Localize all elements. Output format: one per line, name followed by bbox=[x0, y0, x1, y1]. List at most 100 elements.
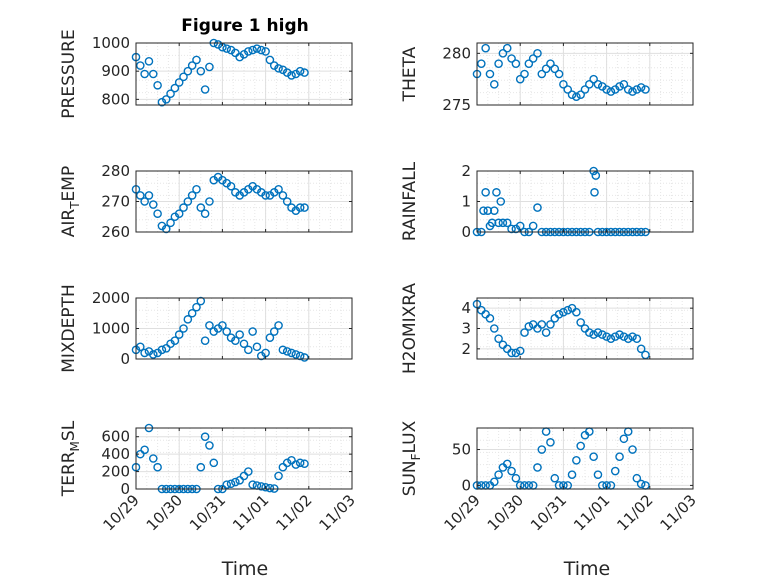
data-point bbox=[502, 218, 512, 228]
data-point bbox=[533, 49, 542, 58]
y-tick-label: 1 bbox=[461, 193, 471, 211]
data-point bbox=[494, 218, 503, 228]
data-point bbox=[226, 181, 236, 191]
data-point bbox=[524, 59, 534, 68]
data-point bbox=[511, 473, 521, 483]
data-point bbox=[502, 459, 512, 469]
x-tick-label: 10/31 bbox=[527, 491, 570, 534]
series-markers bbox=[131, 172, 309, 234]
data-point bbox=[278, 65, 288, 75]
data-point bbox=[274, 184, 283, 194]
data-point bbox=[282, 458, 292, 468]
data-point bbox=[278, 345, 288, 355]
data-point bbox=[615, 452, 624, 462]
data-point bbox=[537, 320, 547, 329]
y-tick-label: 800 bbox=[101, 90, 130, 108]
data-point bbox=[477, 59, 486, 68]
data-point bbox=[252, 342, 262, 352]
data-point bbox=[489, 80, 499, 89]
x-tick-label: 11/03 bbox=[316, 491, 359, 534]
data-point bbox=[248, 327, 257, 336]
x-axis-label-left: Time bbox=[221, 558, 269, 580]
data-point bbox=[205, 62, 214, 72]
data-point bbox=[479, 206, 488, 215]
data-point bbox=[481, 188, 490, 197]
data-point bbox=[174, 78, 184, 87]
data-point bbox=[265, 483, 275, 493]
data-point bbox=[196, 203, 206, 212]
data-point bbox=[205, 321, 214, 330]
data-point bbox=[140, 348, 149, 358]
data-point bbox=[572, 307, 581, 317]
data-point bbox=[248, 480, 257, 489]
data-point bbox=[520, 328, 529, 337]
data-point bbox=[140, 445, 149, 455]
data-point bbox=[546, 59, 555, 68]
data-point bbox=[563, 305, 573, 315]
x-tick-label: 11/02 bbox=[613, 491, 656, 534]
axes-box bbox=[476, 427, 694, 490]
data-point bbox=[140, 69, 149, 79]
data-point bbox=[559, 307, 568, 317]
data-point bbox=[166, 218, 175, 228]
data-point bbox=[231, 336, 240, 346]
data-point bbox=[498, 218, 508, 228]
data-point bbox=[148, 454, 158, 463]
data-point bbox=[541, 328, 551, 337]
y-tick-label: 2000 bbox=[92, 289, 130, 307]
data-point bbox=[278, 191, 288, 200]
data-point bbox=[520, 69, 529, 79]
data-point bbox=[591, 171, 601, 180]
data-point bbox=[244, 345, 253, 355]
data-point bbox=[256, 482, 266, 491]
y-axis-label: AIRTEMP bbox=[59, 166, 82, 237]
y-tick-label: 2 bbox=[461, 162, 471, 180]
y-axis-label: TERRMSL bbox=[59, 420, 82, 497]
data-point bbox=[537, 445, 547, 454]
data-point bbox=[515, 74, 525, 84]
data-point bbox=[623, 334, 633, 343]
data-point bbox=[222, 480, 232, 489]
data-point bbox=[610, 466, 620, 476]
data-point bbox=[295, 351, 305, 361]
data-point bbox=[602, 85, 611, 94]
data-point bbox=[153, 462, 162, 472]
data-point bbox=[597, 330, 607, 339]
y-axis-label: H2OMIXRA bbox=[400, 283, 420, 374]
data-point bbox=[515, 346, 525, 356]
data-point bbox=[554, 309, 564, 319]
data-point bbox=[489, 324, 499, 333]
data-point bbox=[200, 209, 210, 218]
data-point bbox=[144, 57, 154, 66]
data-point bbox=[235, 475, 244, 485]
data-point bbox=[140, 197, 149, 206]
subplot-h2omixra: 2 3 4 H2OMIXRA bbox=[400, 283, 694, 374]
data-point bbox=[174, 209, 184, 218]
data-point bbox=[300, 68, 309, 77]
data-point bbox=[610, 332, 620, 341]
data-point bbox=[274, 471, 283, 481]
data-point bbox=[636, 479, 646, 489]
data-point bbox=[492, 188, 501, 197]
data-point bbox=[291, 460, 301, 469]
y-axis-label: PRESSURE bbox=[59, 29, 79, 118]
data-point bbox=[196, 462, 206, 472]
x-tick-label: 11/02 bbox=[272, 491, 315, 534]
data-point bbox=[550, 64, 560, 74]
data-point bbox=[533, 203, 542, 212]
data-point bbox=[196, 296, 206, 306]
data-point bbox=[179, 324, 188, 333]
data-point bbox=[153, 209, 162, 218]
data-point bbox=[494, 470, 503, 479]
data-point bbox=[161, 224, 171, 234]
data-point bbox=[235, 330, 244, 339]
axes-box bbox=[135, 427, 353, 490]
data-point bbox=[494, 59, 503, 68]
data-point bbox=[498, 49, 508, 58]
data-point bbox=[239, 49, 249, 59]
data-point bbox=[632, 334, 642, 343]
y-tick-label: 260 bbox=[101, 223, 130, 241]
data-point bbox=[567, 90, 577, 99]
data-point bbox=[239, 471, 249, 481]
data-point bbox=[524, 322, 534, 331]
